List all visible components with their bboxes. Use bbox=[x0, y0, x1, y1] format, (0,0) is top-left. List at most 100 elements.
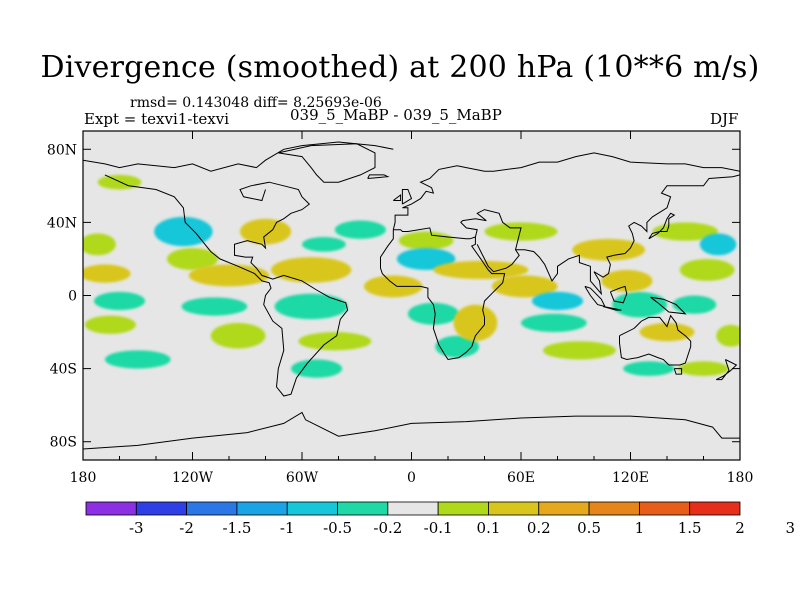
field-blob bbox=[210, 322, 266, 349]
season-label: DJF bbox=[710, 110, 739, 128]
colorbar-swatch bbox=[387, 501, 439, 516]
colorbar-label: -0.1 bbox=[424, 519, 453, 537]
field-layer bbox=[83, 174, 740, 378]
coastline bbox=[716, 359, 738, 381]
coastline bbox=[83, 411, 740, 450]
colorbar-label: -0.5 bbox=[323, 519, 352, 537]
field-blob bbox=[166, 247, 219, 270]
colorbar-label: -3 bbox=[129, 519, 144, 537]
y-tick-label: 80S bbox=[50, 435, 77, 451]
coastline bbox=[460, 209, 522, 273]
case-label: 039_5_MaBP - 039_5_MaBP bbox=[290, 106, 502, 124]
x-tick-label: 120E bbox=[612, 470, 649, 486]
colorbar-label: 3 bbox=[786, 519, 796, 537]
x-tick-label: 60W bbox=[286, 470, 319, 486]
coastline bbox=[619, 314, 692, 366]
field-blob bbox=[239, 218, 292, 245]
field-blob bbox=[398, 231, 454, 250]
colorbar-swatch bbox=[337, 501, 389, 516]
field-blob bbox=[572, 238, 646, 261]
field-blob bbox=[97, 174, 142, 190]
field-blob bbox=[334, 220, 386, 239]
field-blob bbox=[83, 233, 116, 256]
colorbar-swatch bbox=[85, 501, 137, 516]
field-blob bbox=[407, 302, 459, 325]
field-blob bbox=[679, 258, 735, 281]
field-blob bbox=[491, 275, 558, 298]
field-blob bbox=[601, 269, 653, 292]
coastline bbox=[104, 174, 349, 397]
colorbar-label: -1.5 bbox=[222, 519, 251, 537]
field-blob bbox=[298, 332, 372, 351]
field-blob bbox=[677, 361, 730, 376]
coastline bbox=[401, 189, 413, 205]
x-tick-label: 180 bbox=[70, 470, 97, 486]
x-tick-label: 60E bbox=[507, 470, 535, 486]
coastline bbox=[602, 306, 622, 311]
field-blob bbox=[188, 264, 270, 287]
coastline bbox=[650, 296, 687, 315]
field-blob bbox=[542, 341, 616, 360]
field-blob bbox=[672, 295, 717, 314]
field-blob bbox=[270, 257, 352, 283]
field-blob bbox=[396, 247, 456, 270]
stats-label: rmsd= 0.143048 diff= 8.25693e-06 bbox=[130, 95, 382, 111]
field-blob bbox=[716, 324, 740, 347]
colorbar-label: 0.2 bbox=[527, 519, 551, 537]
coastline bbox=[380, 227, 506, 361]
colorbar-swatch bbox=[538, 501, 590, 516]
colorbar-label: -1 bbox=[280, 519, 295, 537]
field-blob bbox=[521, 313, 587, 333]
colorbar-swatch bbox=[638, 501, 691, 516]
coastline bbox=[83, 141, 394, 172]
field-blob bbox=[93, 291, 146, 311]
field-blob bbox=[154, 216, 213, 247]
x-tick-label: 180 bbox=[727, 470, 754, 486]
y-tick-label: 80N bbox=[47, 142, 77, 158]
y-tick-label: 40N bbox=[47, 215, 77, 231]
field-blob bbox=[623, 361, 675, 376]
field-blob bbox=[612, 291, 667, 318]
coastline bbox=[673, 368, 683, 375]
x-tick-label: 0 bbox=[407, 470, 416, 486]
coastline bbox=[392, 152, 740, 230]
field-blob bbox=[83, 264, 131, 283]
field-blob bbox=[181, 297, 248, 316]
colorbar-label: -2 bbox=[179, 519, 194, 537]
field-blob bbox=[699, 233, 737, 256]
field-blob bbox=[364, 275, 423, 298]
colorbar-label: 0.1 bbox=[477, 519, 501, 537]
coastline bbox=[367, 174, 390, 179]
x-tick-label: 120W bbox=[172, 470, 214, 486]
field-blob bbox=[639, 322, 695, 342]
y-tick-label: 0 bbox=[68, 289, 77, 305]
colorbar-swatch bbox=[236, 501, 288, 516]
colorbar-swatch bbox=[488, 501, 540, 516]
field-blob bbox=[84, 315, 136, 334]
colorbar-label: 1.5 bbox=[678, 519, 702, 537]
colorbar-swatch bbox=[588, 501, 640, 516]
coastline bbox=[392, 193, 402, 201]
field-blob bbox=[291, 359, 343, 378]
chart-title: Divergence (smoothed) at 200 hPa (10**6 … bbox=[40, 50, 760, 85]
field-blob bbox=[274, 293, 348, 320]
colorbar: -3 -2 -1.5 -1 -0.5 -0.2 -0.1 0.1 0.2 0.5 1 1.5 2 3 bbox=[85, 501, 796, 537]
colorbar-swatch bbox=[437, 501, 489, 516]
field-blob bbox=[484, 222, 558, 241]
field-blob bbox=[302, 237, 346, 252]
colorbar-label: -0.2 bbox=[373, 519, 402, 537]
coastline bbox=[278, 143, 376, 183]
colorbar-swatch bbox=[286, 501, 338, 516]
colorbar-label: 2 bbox=[735, 519, 745, 537]
y-tick-label: 40S bbox=[50, 362, 77, 378]
field-blob bbox=[531, 291, 584, 311]
field-blob bbox=[453, 304, 498, 342]
coastline bbox=[609, 285, 628, 304]
colorbar-swatch bbox=[689, 501, 741, 516]
colorbar-label: 0.5 bbox=[577, 519, 601, 537]
y-axis: 80N 40N 0 40S 80S bbox=[47, 142, 740, 451]
colorbar-label: 1 bbox=[635, 519, 645, 537]
x-axis: 180 120W 60W 0 60E 120E 180 bbox=[70, 131, 754, 486]
colorbar-swatch bbox=[186, 501, 238, 516]
